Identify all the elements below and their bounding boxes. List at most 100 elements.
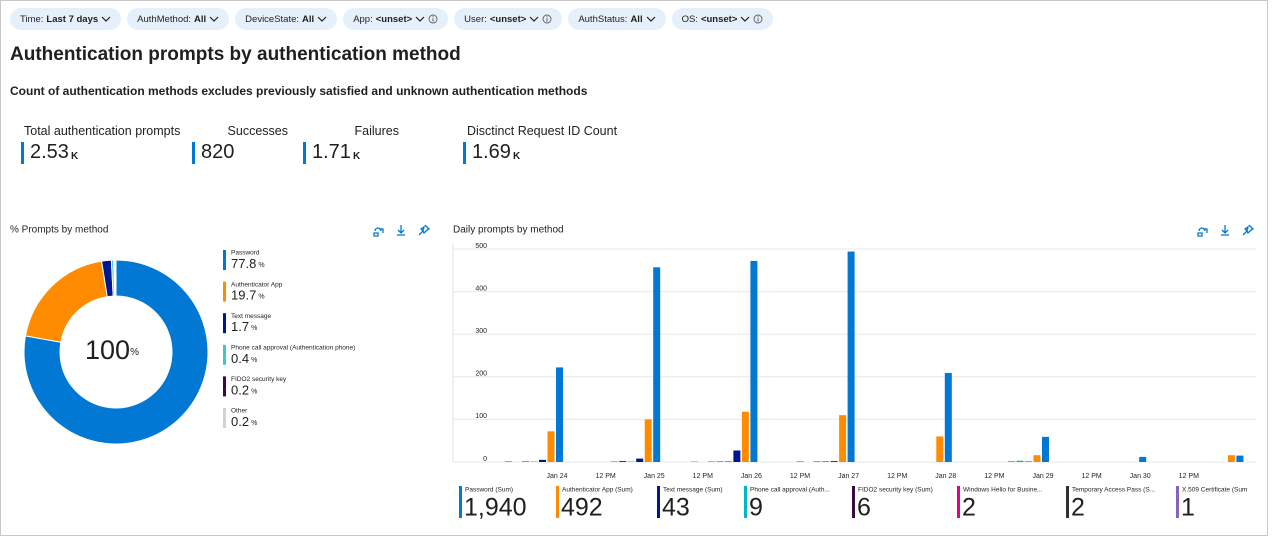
legend-label: Phone call approval (Auth... xyxy=(750,487,830,494)
filter-pill[interactable]: Time: Last 7 days xyxy=(10,8,122,30)
page-title: Authentication prompts by authentication… xyxy=(10,44,461,65)
kpi-value: 820 xyxy=(192,141,234,164)
bar xyxy=(1227,455,1235,462)
bar xyxy=(1042,436,1049,462)
x-tick-label: Jan 29 xyxy=(1032,473,1053,480)
x-tick-label: Jan 28 xyxy=(935,473,956,480)
legend-swatch xyxy=(223,313,226,334)
y-tick-label: 400 xyxy=(475,285,487,292)
bar xyxy=(1033,455,1041,462)
bar xyxy=(822,461,830,462)
pie-center: 100% xyxy=(85,335,139,365)
filter-bar: Time: Last 7 days AuthMethod: All DeviceStat… xyxy=(10,8,774,30)
legend-label: X.509 Certificate (Sum xyxy=(1182,487,1247,494)
value-unit: % xyxy=(251,388,257,395)
info xyxy=(542,14,552,24)
info xyxy=(428,14,438,24)
filter-pill[interactable]: OS: <unset> xyxy=(671,8,774,30)
kpi-unit: K xyxy=(352,151,361,162)
info xyxy=(753,14,763,24)
value-number: 0.2 xyxy=(231,383,249,398)
filter-pill[interactable]: AuthStatus: All xyxy=(568,8,666,30)
legend-swatch xyxy=(852,486,855,518)
x-tick-label: Jan 25 xyxy=(644,473,665,480)
bar xyxy=(936,436,944,462)
legend-total: 492 xyxy=(561,494,603,522)
filter-label: User: xyxy=(464,13,487,25)
bar xyxy=(539,459,546,462)
kpi-bar xyxy=(192,142,195,164)
value-number: 0.4 xyxy=(231,351,249,366)
bar xyxy=(556,367,563,462)
kpi-label: Total authentication prompts xyxy=(24,124,181,138)
legend-total: 1 xyxy=(1181,494,1195,522)
legend-value: 77.8% xyxy=(231,256,265,271)
pie-slice xyxy=(23,259,209,445)
value-unit: % xyxy=(251,357,257,364)
filter-value: <unset> xyxy=(375,13,413,25)
legend-swatch xyxy=(223,250,226,270)
filter-value: Last 7 days xyxy=(46,13,99,25)
legend-label: Temporary Access Pass (S... xyxy=(1072,487,1155,494)
x-tick-label: 12 PM xyxy=(693,473,713,480)
filter-label: AuthStatus: xyxy=(578,13,628,25)
icon-glyph xyxy=(1221,225,1229,236)
filter-label: AuthMethod: xyxy=(137,13,192,25)
bar xyxy=(1236,455,1244,462)
legend-value: 0.2% xyxy=(231,414,257,429)
chevron xyxy=(317,16,327,22)
legend-total: 43 xyxy=(662,494,690,522)
bar xyxy=(636,458,644,462)
legend-total: 2 xyxy=(1071,494,1085,522)
legend-swatch xyxy=(223,408,226,428)
panel-icon[interactable] xyxy=(1242,224,1255,236)
icon-glyph xyxy=(1197,227,1208,237)
value-unit: % xyxy=(251,325,257,332)
chevron xyxy=(529,16,539,22)
value-unit: % xyxy=(251,420,257,427)
filter-label: App: xyxy=(353,13,373,25)
legend-value: 1.7% xyxy=(231,320,257,335)
x-tick-label: 12 PM xyxy=(984,473,1004,480)
kpi-number: 820 xyxy=(201,141,235,163)
panel-icon[interactable] xyxy=(418,224,431,236)
legend-swatch xyxy=(1176,486,1179,518)
pie-slice xyxy=(114,259,117,297)
legend-total: 6 xyxy=(857,494,871,522)
x-tick-label: Jan 27 xyxy=(838,473,859,480)
kpi-value: 1.71 K xyxy=(303,141,360,164)
bar xyxy=(644,419,652,462)
legend-total: 2 xyxy=(962,494,976,522)
panel-icon[interactable] xyxy=(373,227,384,237)
value-number: 19.7 xyxy=(231,288,256,303)
chart-title: % Prompts by method xyxy=(10,225,108,236)
kpi-bar xyxy=(463,142,466,164)
bar xyxy=(724,461,732,462)
panel-icon[interactable] xyxy=(1221,225,1229,236)
panel-icon[interactable] xyxy=(397,225,405,236)
bar xyxy=(750,260,758,462)
legend-label: Password xyxy=(231,250,260,257)
legend-label: Password (Sum) xyxy=(465,487,513,494)
legend-label: Authenticator App (Sum) xyxy=(562,487,633,494)
legend-swatch xyxy=(1066,486,1069,518)
filter-label: Time: xyxy=(20,13,44,25)
legend-swatch xyxy=(744,486,747,518)
filter-pill[interactable]: AuthMethod: All xyxy=(127,8,230,30)
filter-pill[interactable]: App: <unset> xyxy=(343,8,449,30)
bar xyxy=(944,372,952,462)
filter-pill[interactable]: DeviceState: All xyxy=(235,8,338,30)
panel-icon[interactable] xyxy=(1197,227,1208,237)
x-tick-label: Jan 24 xyxy=(546,473,567,480)
bar xyxy=(547,431,555,462)
chevron xyxy=(740,16,750,22)
page-subtitle: Count of authentication methods excludes… xyxy=(10,84,588,98)
chevron xyxy=(209,16,219,22)
y-tick-label: 0 xyxy=(483,456,487,463)
filter-label: OS: xyxy=(681,13,698,25)
legend-swatch xyxy=(556,486,559,518)
filter-pill[interactable]: User: <unset> xyxy=(454,8,563,30)
kpi-value: 2.53 K xyxy=(21,141,78,164)
